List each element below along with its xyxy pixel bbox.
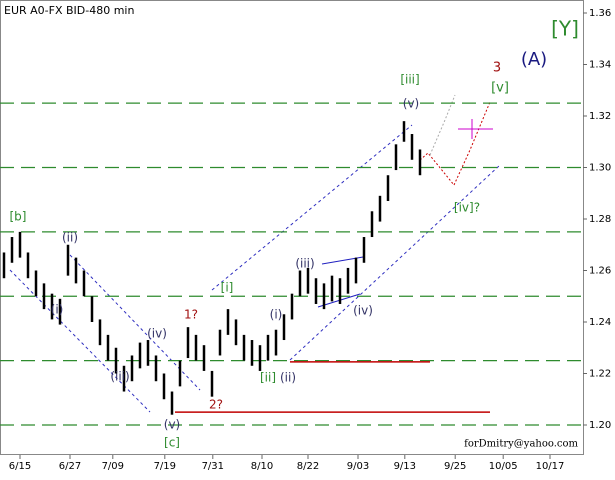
y-tick-label: 1.36 bbox=[589, 8, 611, 19]
wave-label: [i] bbox=[221, 281, 234, 295]
wave-label: (iv) bbox=[147, 327, 167, 341]
y-tick-label: 1.34 bbox=[589, 60, 611, 71]
wave-label: [ii] bbox=[260, 371, 276, 385]
x-tick-label: 9/03 bbox=[347, 461, 369, 472]
wave-label: (ii) bbox=[62, 231, 78, 245]
y-tick-label: 1.26 bbox=[589, 266, 611, 277]
x-tick-label: 9/13 bbox=[394, 461, 416, 472]
y-tick-label: 1.22 bbox=[589, 369, 611, 380]
x-tick-label: 7/19 bbox=[154, 461, 176, 472]
y-tick-label: 1.20 bbox=[589, 420, 611, 431]
wave-label: (iii) bbox=[110, 370, 129, 384]
x-tick-label: 10/05 bbox=[489, 461, 518, 472]
wave-label: [b] bbox=[10, 210, 27, 224]
y-tick-label: 1.24 bbox=[589, 317, 611, 328]
wave-label: (iv) bbox=[353, 304, 373, 318]
channel-line bbox=[69, 254, 201, 391]
plot-frame bbox=[0, 0, 584, 455]
x-tick-label: 8/22 bbox=[297, 461, 319, 472]
chart-title: EUR A0-FX BID-480 min bbox=[4, 4, 134, 17]
x-tick-label: 6/27 bbox=[59, 461, 81, 472]
x-tick-label: 6/15 bbox=[9, 461, 31, 472]
x-tick-label: 7/31 bbox=[202, 461, 224, 472]
wave-label: [v] bbox=[491, 81, 509, 96]
x-tick-label: 10/17 bbox=[536, 461, 565, 472]
wave-label: (i) bbox=[51, 303, 64, 317]
wave-label: [Y] bbox=[551, 17, 579, 41]
y-tick-label: 1.32 bbox=[589, 111, 611, 122]
wave-label: [iii] bbox=[400, 73, 419, 87]
wave-label: (i) bbox=[270, 308, 283, 322]
wave-label: 1? bbox=[184, 308, 198, 322]
x-tick-label: 8/10 bbox=[251, 461, 273, 472]
x-tick-label: 7/09 bbox=[102, 461, 124, 472]
wave-label: [iv]? bbox=[454, 201, 480, 215]
channel-line bbox=[211, 124, 413, 291]
wave-label: 2? bbox=[209, 398, 223, 412]
wave-label: 3 bbox=[493, 61, 501, 76]
projection-line bbox=[453, 101, 491, 186]
wave-label: (v) bbox=[403, 97, 419, 111]
wave-label: (iii) bbox=[295, 257, 314, 271]
y-tick-label: 1.28 bbox=[589, 214, 611, 225]
channels bbox=[9, 124, 501, 413]
wave-label: [c] bbox=[164, 436, 180, 450]
y-tick-label: 1.30 bbox=[589, 163, 611, 174]
wave-label: (A) bbox=[521, 49, 547, 70]
wave-label: (ii) bbox=[280, 371, 296, 385]
x-tick-label: 9/25 bbox=[444, 461, 466, 472]
footer: forDmitry@yahoo.com bbox=[464, 439, 578, 450]
wave-label: (v) bbox=[164, 418, 180, 432]
